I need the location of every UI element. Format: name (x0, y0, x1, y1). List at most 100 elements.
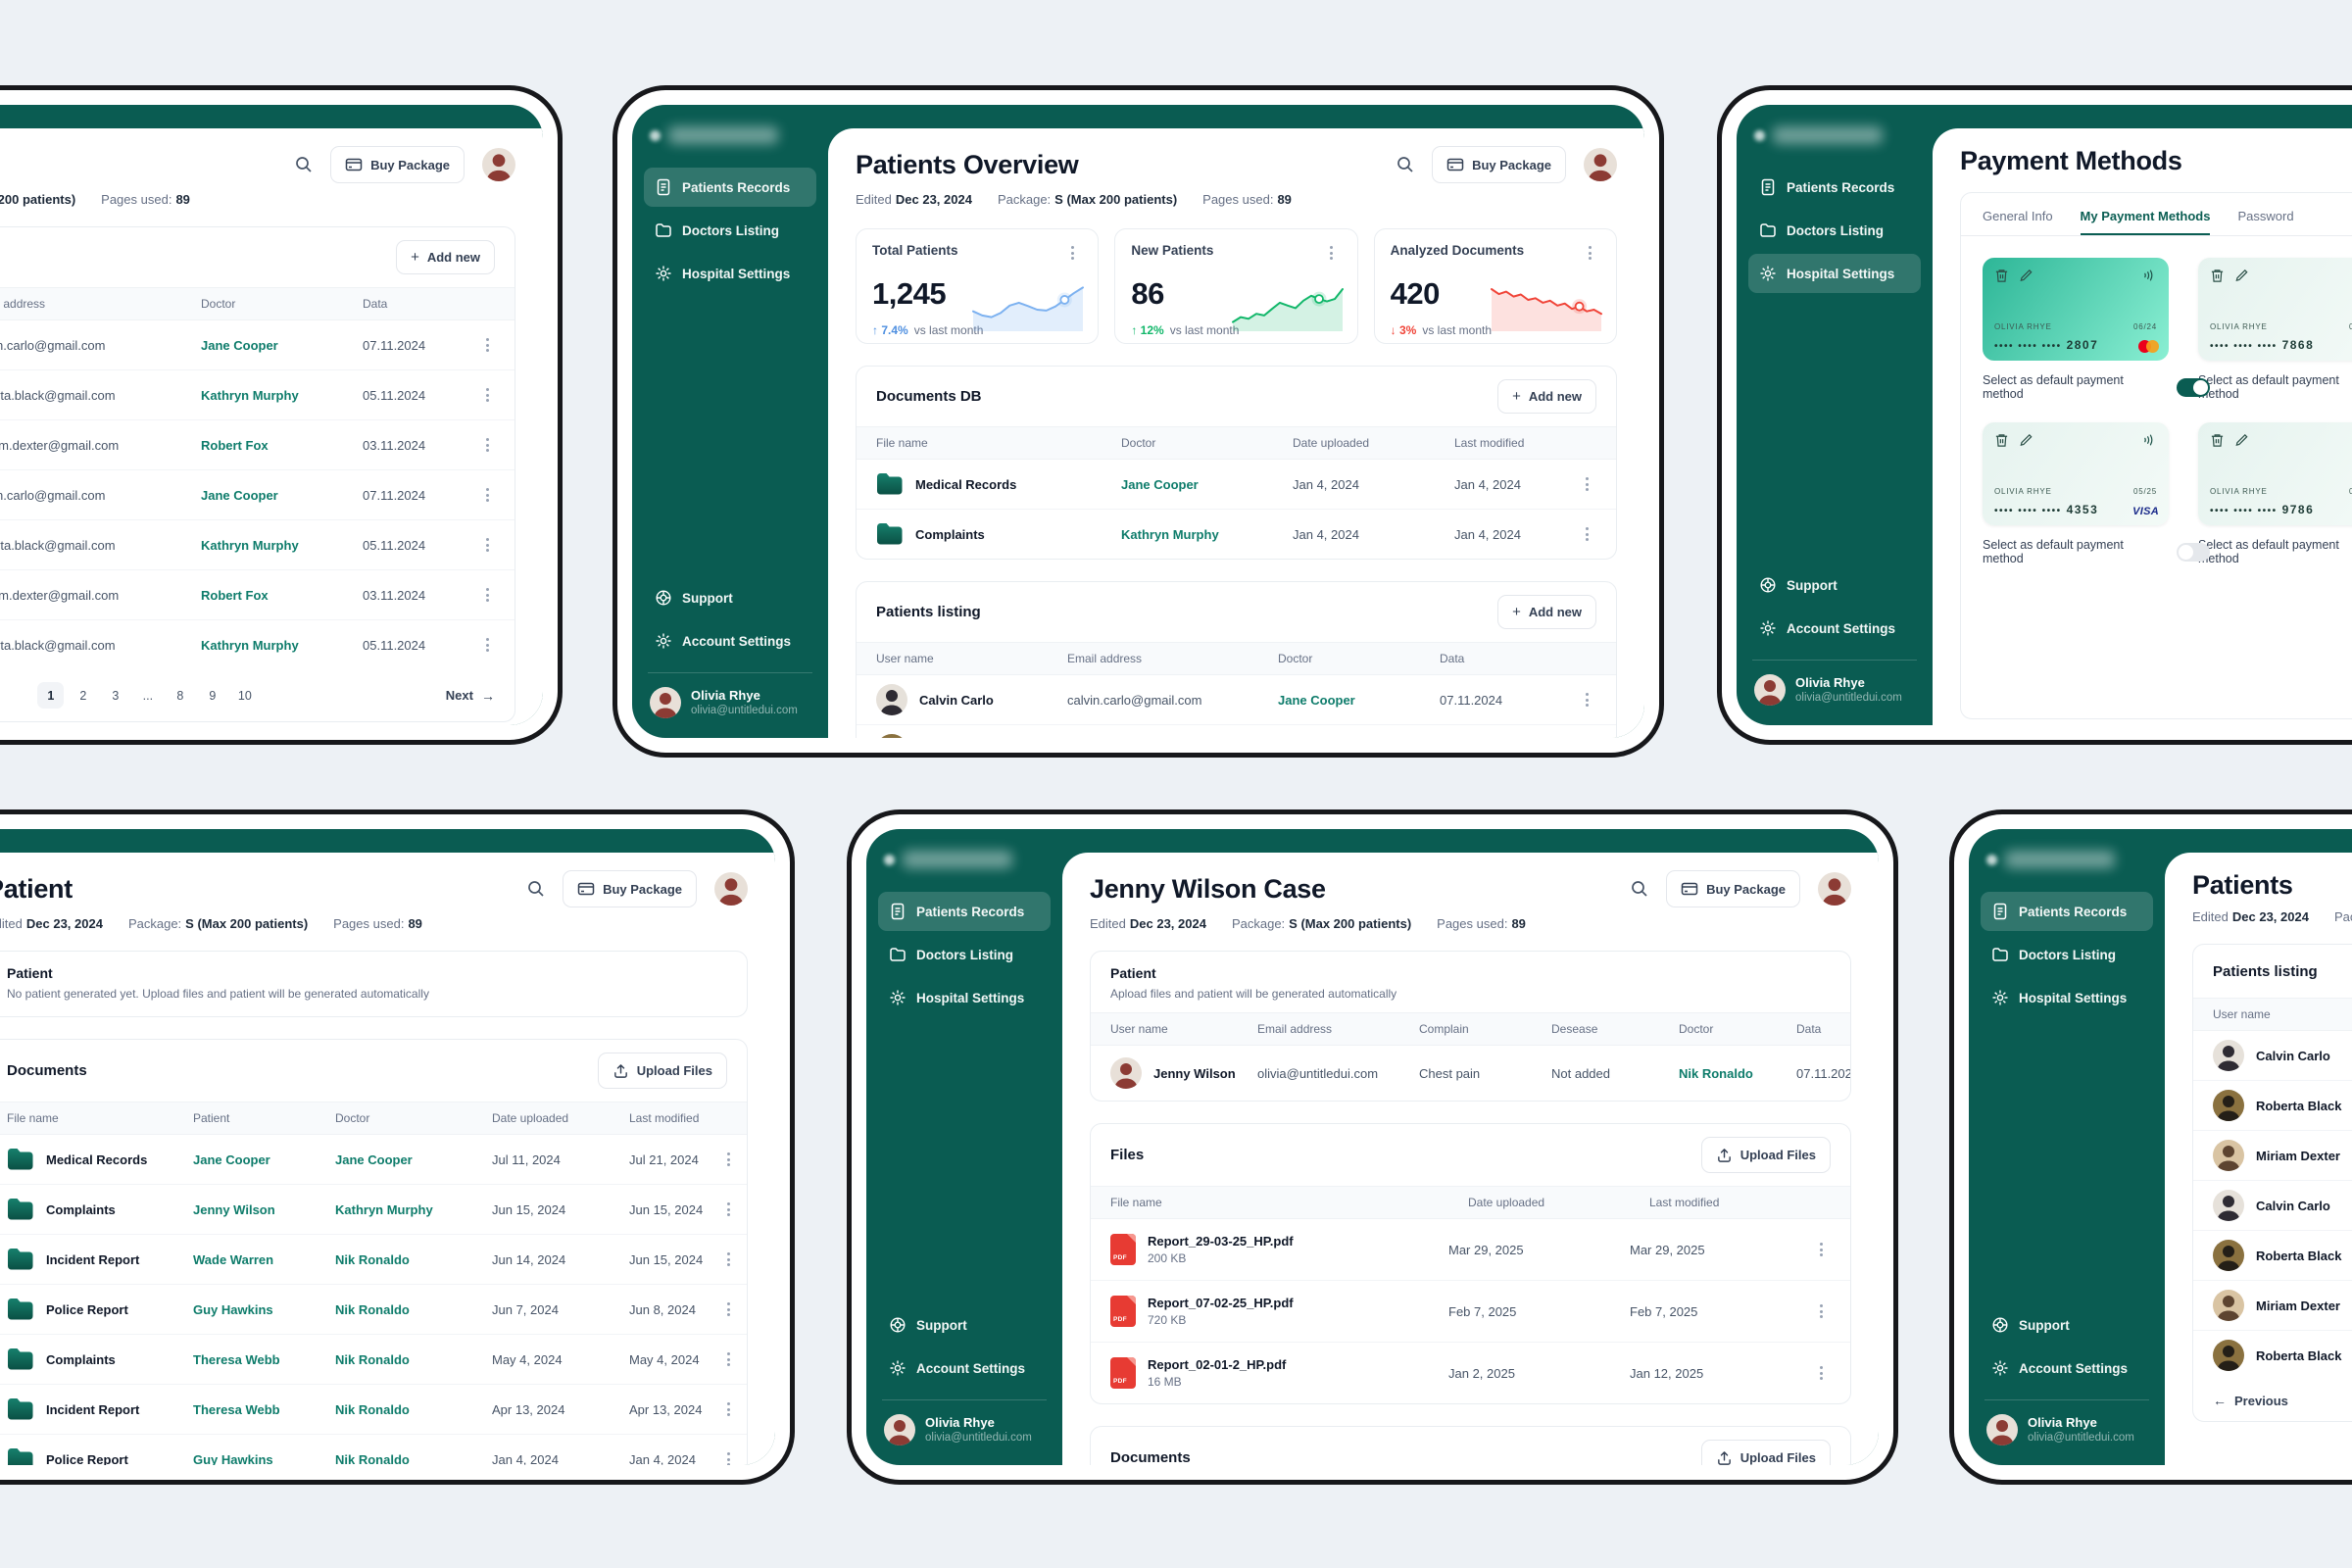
upload-files-button[interactable]: Upload Files (1700, 1440, 1831, 1465)
doctor-link[interactable]: Nik Ronaldo (1679, 1065, 1753, 1081)
kebab-menu-icon[interactable] (1577, 524, 1596, 544)
sidebar-nav-item[interactable]: Account Settings (1748, 609, 1921, 648)
table-row[interactable]: PDF Report_07-02-25_HP.pdf 720 KB Feb 7, 2… (1091, 1281, 1850, 1343)
add-new-button[interactable]: + Add new (1497, 379, 1596, 414)
pencil-icon[interactable] (2019, 268, 2034, 283)
sidebar-nav-item[interactable]: Doctors Listing (1981, 935, 2153, 974)
patient-link[interactable]: Theresa Webb (193, 1351, 280, 1367)
pencil-icon[interactable] (2234, 268, 2249, 283)
pencil-icon[interactable] (2234, 432, 2249, 448)
add-new-button[interactable]: + Add new (396, 240, 495, 274)
kebab-menu-icon[interactable] (480, 635, 495, 655)
doctor-link[interactable]: Nik Ronaldo (335, 1301, 410, 1317)
page-number[interactable]: 1 (37, 682, 65, 709)
kebab-menu-icon[interactable] (727, 1299, 730, 1319)
profile[interactable]: Olivia Rhye olivia@untitledui.com (1981, 1412, 2153, 1447)
page-number[interactable]: 2 (79, 688, 87, 703)
table-row[interactable]: Roberta Black (2193, 1081, 2352, 1131)
doctor-link[interactable]: Kathryn Murphy (201, 387, 299, 403)
tab[interactable]: General Info (1983, 209, 2053, 223)
profile[interactable]: Olivia Rhye olivia@untitledui.com (878, 1412, 1051, 1447)
patient-link[interactable]: Jenny Wilson (193, 1201, 275, 1217)
patient-link[interactable]: Guy Hawkins (193, 1451, 273, 1466)
kebab-menu-icon[interactable] (480, 435, 495, 455)
page-number[interactable]: 8 (176, 688, 184, 703)
kebab-menu-icon[interactable] (480, 485, 495, 505)
table-row[interactable]: Miriam Dexter (2193, 1281, 2352, 1331)
table-row[interactable]: Calvin Carlo (2193, 1031, 2352, 1081)
doctor-link[interactable]: Jane Cooper (1278, 692, 1355, 708)
buy-package-button[interactable]: Buy Package (330, 146, 465, 183)
table-row[interactable]: miriam.dexter@gmail.com Robert Fox 03.11… (0, 570, 514, 620)
profile[interactable]: Olivia Rhye olivia@untitledui.com (644, 685, 816, 720)
search-icon[interactable] (1631, 880, 1648, 898)
page-number[interactable]: 9 (209, 688, 217, 703)
kebab-menu-icon[interactable] (1577, 690, 1596, 710)
sidebar-nav-item[interactable]: Patients Records (644, 168, 816, 207)
pencil-icon[interactable] (2019, 432, 2034, 448)
doctor-link[interactable]: Nik Ronaldo (335, 1351, 410, 1367)
table-row[interactable]: Complaints Theresa Webb Nik Ronaldo May … (0, 1335, 747, 1385)
patient-link[interactable]: Jane Cooper (193, 1152, 270, 1167)
upload-files-button[interactable]: Upload Files (597, 1053, 727, 1089)
table-row[interactable]: Complaints Jenny Wilson Kathryn Murphy J… (0, 1185, 747, 1235)
sidebar-nav-item[interactable]: Support (1981, 1305, 2153, 1345)
table-row[interactable]: roberta.black@gmail.com Kathryn Murphy 0… (0, 370, 514, 420)
doctor-link[interactable]: Jane Cooper (1121, 476, 1199, 492)
doctor-link[interactable]: Robert Fox (201, 437, 269, 453)
sidebar-nav-item[interactable]: Doctors Listing (878, 935, 1051, 974)
buy-package-button[interactable]: Buy Package (1432, 146, 1566, 183)
buy-package-button[interactable]: Buy Package (563, 870, 697, 907)
buy-package-button[interactable]: Buy Package (1666, 870, 1800, 907)
kebab-menu-icon[interactable] (480, 385, 495, 405)
table-row[interactable]: Medical Records Jane Cooper Jane Cooper … (0, 1135, 747, 1185)
page-number[interactable]: 10 (237, 688, 252, 703)
kebab-menu-icon[interactable] (727, 1349, 730, 1369)
table-row[interactable]: Police Report Guy Hawkins Nik Ronaldo Ja… (0, 1435, 747, 1465)
user-avatar[interactable] (1584, 148, 1617, 181)
sidebar-nav-item[interactable]: Patients Records (878, 892, 1051, 931)
patient-link[interactable]: Theresa Webb (193, 1401, 280, 1417)
table-row[interactable]: Incident Report Wade Warren Nik Ronaldo … (0, 1235, 747, 1285)
user-avatar[interactable] (482, 148, 515, 181)
sidebar-nav-item[interactable]: Account Settings (878, 1348, 1051, 1388)
kebab-menu-icon[interactable] (1811, 1363, 1831, 1383)
user-avatar[interactable] (1818, 872, 1851, 906)
page-number[interactable]: 3 (112, 688, 120, 703)
sidebar-nav-item[interactable]: Hospital Settings (1748, 254, 1921, 293)
previous-button[interactable]: ← Previous (2213, 1393, 2288, 1408)
trash-icon[interactable] (2210, 432, 2225, 448)
sidebar-nav-item[interactable]: Patients Records (1748, 168, 1921, 207)
table-row[interactable]: Calvin Carlo calvin.carlo@gmail.com Jane… (857, 675, 1616, 725)
doctor-link[interactable]: Nik Ronaldo (335, 1251, 410, 1267)
sidebar-nav-item[interactable]: Support (644, 578, 816, 617)
default-method-toggle[interactable] (2177, 542, 2210, 562)
search-icon[interactable] (295, 156, 313, 173)
doctor-link[interactable]: Kathryn Murphy (1121, 526, 1219, 542)
table-row[interactable]: calvin.carlo@gmail.com Jane Cooper 07.11… (0, 470, 514, 520)
table-row[interactable]: Miriam Dexter (2193, 1131, 2352, 1181)
kebab-menu-icon[interactable] (480, 535, 495, 555)
kebab-menu-icon[interactable] (480, 335, 495, 355)
add-new-button[interactable]: + Add new (1497, 595, 1596, 629)
table-row[interactable]: Police Report Guy Hawkins Nik Ronaldo Ju… (0, 1285, 747, 1335)
table-row[interactable]: miriam.dexter@gmail.com Robert Fox 03.11… (0, 420, 514, 470)
patient-link[interactable]: Guy Hawkins (193, 1301, 273, 1317)
sidebar-nav-item[interactable]: Hospital Settings (1981, 978, 2153, 1017)
kebab-menu-icon[interactable] (1062, 243, 1082, 263)
kebab-menu-icon[interactable] (727, 1399, 730, 1419)
doctor-link[interactable]: Jane Cooper (201, 337, 278, 353)
kebab-menu-icon[interactable] (1322, 243, 1342, 263)
sidebar-nav-item[interactable]: Account Settings (1981, 1348, 2153, 1388)
search-icon[interactable] (527, 880, 545, 898)
table-row[interactable]: calvin.carlo@gmail.com Jane Cooper 07.11… (0, 320, 514, 370)
trash-icon[interactable] (1994, 268, 2009, 283)
trash-icon[interactable] (2210, 268, 2225, 283)
sidebar-nav-item[interactable]: Patients Records (1981, 892, 2153, 931)
table-row[interactable]: roberta.black@gmail.com Kathryn Murphy 0… (0, 520, 514, 570)
kebab-menu-icon[interactable] (1581, 243, 1600, 263)
patient-link[interactable]: Wade Warren (193, 1251, 274, 1267)
doctor-link[interactable]: Kathryn Murphy (335, 1201, 433, 1217)
table-row[interactable]: PDF Report_02-01-2_HP.pdf 16 MB Jan 2, 202… (1091, 1343, 1850, 1403)
next-button[interactable]: Next → (445, 687, 495, 704)
